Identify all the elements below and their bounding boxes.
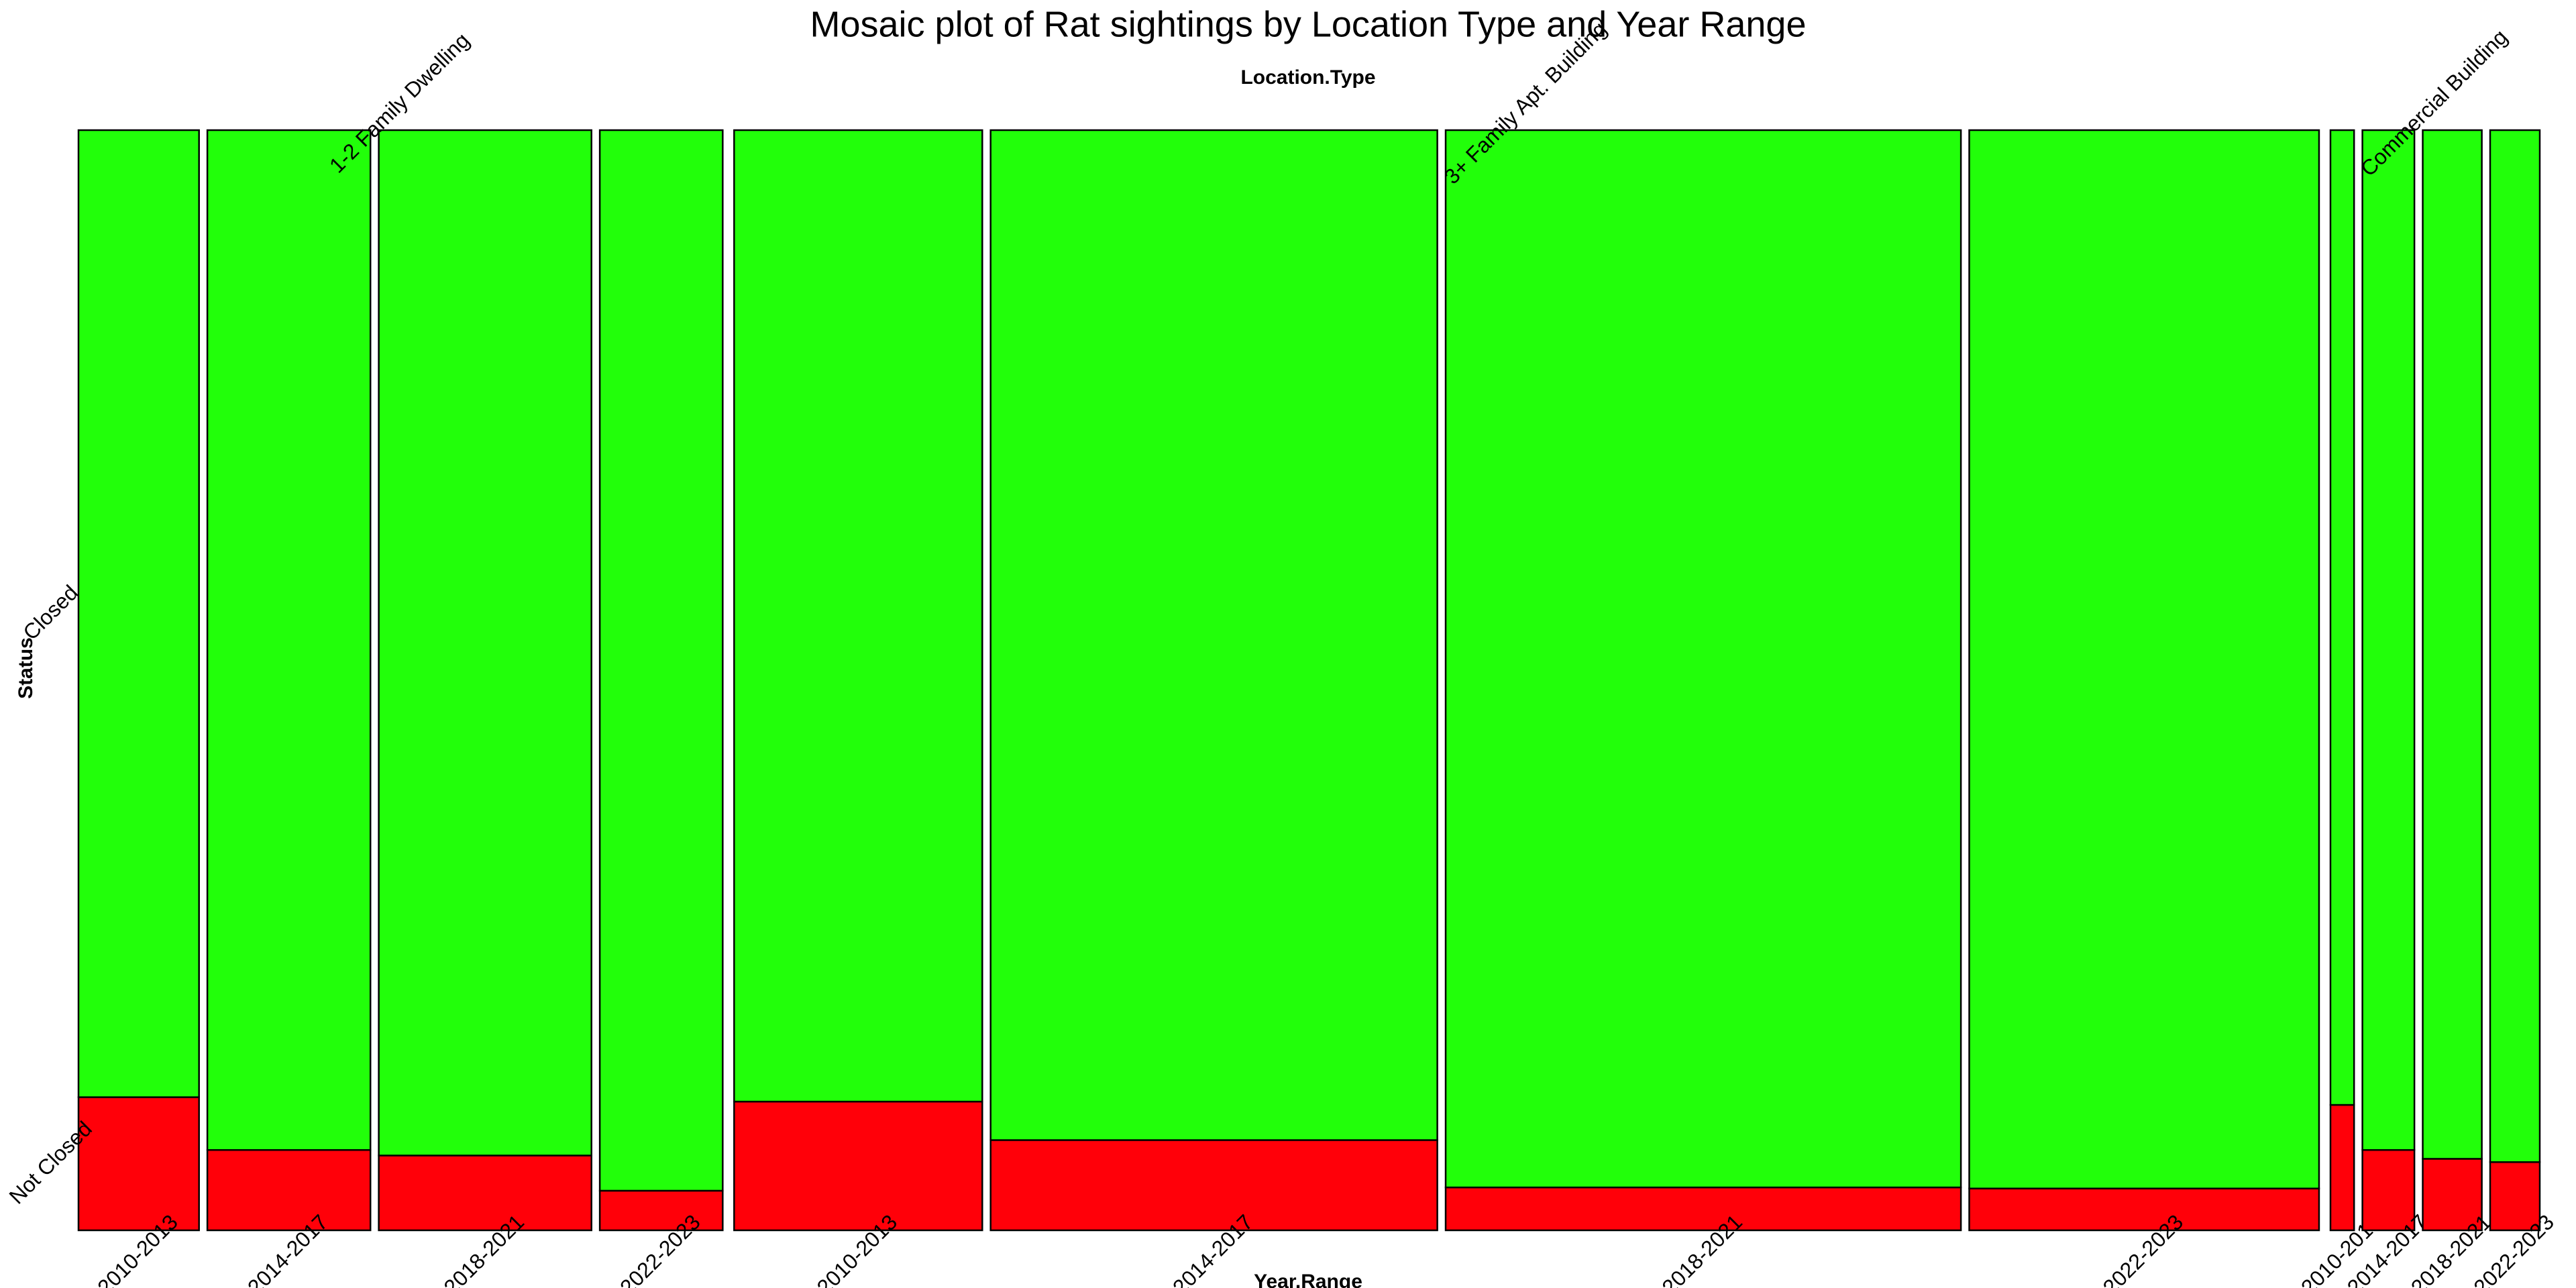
mosaic-tile	[989, 129, 1438, 1141]
legend-label: Closed	[18, 580, 83, 645]
mosaic-tile	[378, 129, 592, 1157]
mosaic-tile	[598, 129, 724, 1192]
mosaic-tile	[2361, 129, 2416, 1151]
mosaic-tile	[989, 1139, 1438, 1232]
mosaic-tile	[2329, 129, 2355, 1106]
top-axis-label: Location.Type	[1240, 66, 1375, 89]
mosaic-tile	[378, 1155, 592, 1232]
mosaic-tile	[77, 129, 200, 1098]
mosaic-tile	[206, 129, 372, 1151]
mosaic-tile	[1968, 129, 2320, 1189]
mosaic-tile	[1444, 1186, 1962, 1232]
x-axis-label: Year.Range	[1254, 1271, 1362, 1288]
mosaic-tile	[2422, 1158, 2483, 1232]
mosaic-tile	[1968, 1187, 2320, 1232]
mosaic-tile	[598, 1189, 724, 1232]
mosaic-tile	[2422, 129, 2483, 1160]
mosaic-tile	[2489, 1161, 2541, 1232]
mosaic-tile	[2361, 1149, 2416, 1232]
mosaic-tile	[2489, 129, 2541, 1163]
mosaic-tile	[2329, 1104, 2355, 1232]
y-axis-label: Status	[15, 637, 37, 699]
mosaic-tile	[77, 1096, 200, 1232]
chart-title: Mosaic plot of Rat sightings by Location…	[810, 4, 1807, 44]
mosaic-tile	[1444, 129, 1962, 1189]
mosaic-tile	[733, 1100, 983, 1232]
mosaic-tile	[733, 129, 983, 1103]
mosaic-tile	[206, 1149, 372, 1232]
